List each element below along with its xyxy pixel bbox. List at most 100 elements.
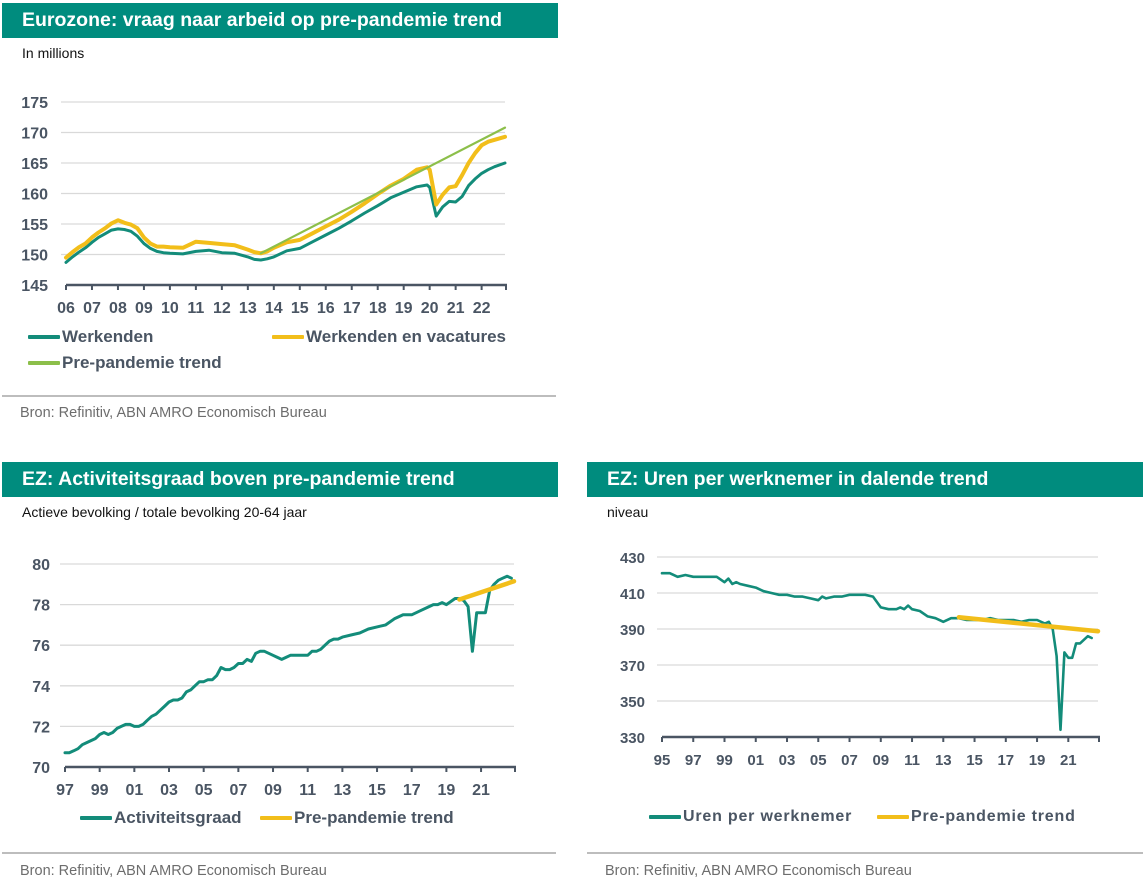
x-tick-label: 19	[437, 782, 455, 795]
legend-label: Werkenden	[62, 327, 154, 346]
x-tick-label: 03	[779, 752, 796, 769]
y-tick-label: 70	[32, 760, 50, 777]
chart-subtitle: In millions	[22, 45, 85, 61]
x-tick-label: 14	[265, 300, 283, 315]
legend-label: Werkenden en vacatures	[306, 327, 506, 346]
legend-label: Pre-pandemie trend	[911, 808, 1076, 825]
x-tick-label: 21	[1060, 752, 1077, 769]
x-tick-label: 99	[91, 782, 109, 795]
divider	[587, 852, 1143, 854]
x-tick-label: 06	[57, 300, 75, 315]
x-tick-label: 01	[125, 782, 143, 795]
chart-title: EZ: Uren per werknemer in dalende trend	[587, 462, 1143, 497]
legend-item-pre-pandemie-trend: Pre-pandemie trend	[877, 808, 1076, 826]
x-tick-label: 07	[841, 752, 858, 769]
legend-label: Pre-pandemie trend	[294, 808, 454, 827]
x-tick-label: 22	[473, 300, 491, 315]
x-tick-label: 13	[935, 752, 952, 769]
y-tick-label: 78	[32, 598, 50, 615]
y-tick-label: 175	[21, 95, 48, 112]
x-tick-label: 16	[317, 300, 335, 315]
x-tick-label: 05	[195, 782, 213, 795]
x-tick-label: 15	[368, 782, 386, 795]
x-tick-label: 09	[135, 300, 153, 315]
legend-label: Uren per werknemer	[683, 808, 853, 825]
x-tick-label: 17	[997, 752, 1014, 769]
y-tick-label: 370	[620, 658, 645, 675]
source-note: Bron: Refinitiv, ABN AMRO Economisch Bur…	[605, 863, 912, 879]
chart-title: Eurozone: vraag naar arbeid op pre-pande…	[2, 3, 558, 38]
series-line-pre-pandemie-trend	[956, 615, 1101, 634]
legend-item-pre-pandemie-trend: Pre-pandemie trend	[260, 808, 454, 828]
y-tick-label: 76	[32, 638, 50, 655]
legend-swatch	[80, 816, 112, 820]
legend-activity-rate: Activiteitsgraad Pre-pandemie trend	[0, 805, 556, 833]
legend-item-werkenden: Werkenden	[28, 327, 153, 347]
x-tick-label: 10	[161, 300, 179, 315]
legend-swatch	[28, 335, 60, 339]
x-tick-label: 99	[716, 752, 733, 769]
y-tick-label: 145	[21, 278, 48, 295]
x-tick-label: 19	[1029, 752, 1046, 769]
legend-item-werkenden-en-vacatures: Werkenden en vacatures	[272, 327, 506, 347]
x-tick-label: 13	[239, 300, 257, 315]
x-tick-label: 21	[472, 782, 490, 795]
y-tick-label: 170	[21, 126, 48, 143]
y-tick-label: 350	[620, 694, 645, 711]
x-tick-label: 21	[447, 300, 465, 315]
chart-panel-labour-demand: Eurozone: vraag naar arbeid op pre-pande…	[2, 3, 558, 63]
chart-panel-hours-per-employee: EZ: Uren per werknemer in dalende trend …	[587, 462, 1143, 522]
x-tick-label: 03	[160, 782, 178, 795]
x-tick-label: 07	[229, 782, 247, 795]
legend-swatch	[260, 816, 292, 820]
x-tick-label: 11	[187, 300, 204, 315]
legend-label: Pre-pandemie trend	[62, 353, 222, 372]
chart-subtitle: niveau	[607, 504, 649, 520]
y-tick-label: 72	[32, 719, 50, 736]
chart-hours-per-employee: 330 350 370 390 410 430 95 97 99 01 03 05 07 09 11 13 15…	[620, 550, 1101, 769]
legend-swatch	[649, 815, 681, 819]
legend-item-uren-per-werknemer: Uren per werknemer	[649, 808, 852, 826]
x-tick-label: 97	[685, 752, 702, 769]
series-line-activiteitsgraad	[63, 574, 513, 755]
legend-swatch	[28, 361, 60, 365]
x-tick-label: 15	[291, 300, 309, 315]
x-tick-label: 01	[747, 752, 764, 769]
chart-activity-rate: 70 72 74 76 78 80 97 99 01 03 05 07 09 11 13 15 17 19 21	[32, 557, 517, 795]
x-tick-label: 20	[421, 300, 439, 315]
x-tick-label: 17	[343, 300, 361, 315]
x-tick-label: 11	[904, 752, 920, 769]
y-tick-label: 430	[620, 550, 645, 567]
y-tick-label: 160	[21, 187, 48, 204]
chart-subtitle: Actieve bevolking / totale bevolking 20-…	[22, 504, 307, 520]
x-tick-label: 09	[264, 782, 282, 795]
chart-labour-demand: 145 150 155 160 165 170 175 06 07 08 09 10 11 12 13 14 1…	[21, 95, 507, 315]
legend-label: Activiteitsgraad	[114, 808, 242, 827]
x-tick-label: 11	[299, 782, 316, 795]
x-tick-label: 18	[369, 300, 387, 315]
chart-panel-activity-rate: EZ: Activiteitsgraad boven pre-pandemie …	[2, 462, 558, 522]
x-tick-label: 07	[83, 300, 101, 315]
x-tick-label: 19	[395, 300, 413, 315]
x-tick-label: 95	[654, 752, 671, 769]
series-line-pre-pandemie-trend	[259, 126, 507, 255]
x-tick-label: 12	[213, 300, 231, 315]
source-note: Bron: Refinitiv, ABN AMRO Economisch Bur…	[20, 863, 327, 879]
x-tick-label: 13	[333, 782, 351, 795]
legend-labour-demand: Werkenden Werkenden en vacatures Pre-pan…	[0, 320, 556, 380]
legend-swatch	[272, 335, 304, 339]
y-tick-label: 390	[620, 622, 645, 639]
series-line-werkenden-en-vacatures	[64, 134, 507, 260]
series-line-pre-pandemie-trend	[457, 579, 517, 602]
legend-swatch	[877, 815, 909, 819]
series-line-werkenden	[64, 161, 507, 264]
series-line-uren-per-werknemer	[660, 571, 1094, 732]
chart-title: EZ: Activiteitsgraad boven pre-pandemie …	[2, 462, 558, 497]
x-tick-label: 17	[403, 782, 421, 795]
y-tick-label: 410	[620, 586, 645, 603]
y-tick-label: 155	[21, 217, 48, 234]
divider	[2, 852, 556, 854]
x-tick-label: 05	[810, 752, 827, 769]
y-tick-label: 80	[32, 557, 50, 574]
x-tick-label: 15	[966, 752, 983, 769]
